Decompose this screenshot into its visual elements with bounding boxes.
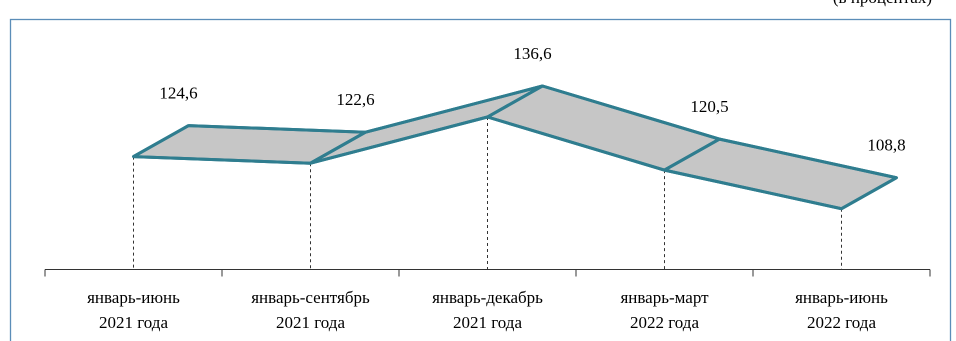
value-label-5: 108,8 — [867, 136, 905, 155]
depth-edge-4 — [663, 137, 721, 172]
category-label-5-line-2: 2022 года — [807, 313, 876, 332]
category-label-4-line-2: 2022 года — [630, 313, 699, 332]
area-ribbon — [132, 84, 898, 211]
category-label-3-line-2: 2021 года — [453, 313, 522, 332]
depth-edge-1 — [132, 124, 190, 158]
back-edge — [188, 84, 897, 180]
value-label-2: 122,6 — [336, 90, 374, 109]
unit-label: (в процентах) — [833, 0, 932, 8]
depth-edge-2 — [309, 130, 367, 165]
category-label-3-line-1: январь-декабрь — [432, 288, 543, 307]
drop-lines — [133, 117, 842, 270]
value-label-4: 120,5 — [690, 97, 728, 116]
chart-frame — [9, 18, 952, 341]
value-labels: 124,6 122,6 136,6 120,5 108,8 — [159, 44, 905, 155]
category-labels: январь-июнь 2021 года январь-сентябрь 2021 … — [87, 288, 888, 332]
front-edge — [133, 115, 842, 211]
category-label-2-line-2: 2021 года — [276, 313, 345, 332]
category-label-2-line-1: январь-сентябрь — [251, 288, 370, 307]
value-label-1: 124,6 — [159, 84, 197, 103]
category-label-1-line-2: 2021 года — [99, 313, 168, 332]
category-label-5-line-1: январь-июнь — [795, 288, 888, 307]
x-axis-ticks — [44, 269, 931, 277]
category-label-1-line-1: январь-июнь — [87, 288, 180, 307]
depth-edge-5 — [840, 176, 898, 211]
category-label-4-line-1: январь-март — [620, 288, 709, 307]
value-label-3: 136,6 — [513, 44, 551, 63]
depth-edge-3 — [486, 84, 544, 119]
